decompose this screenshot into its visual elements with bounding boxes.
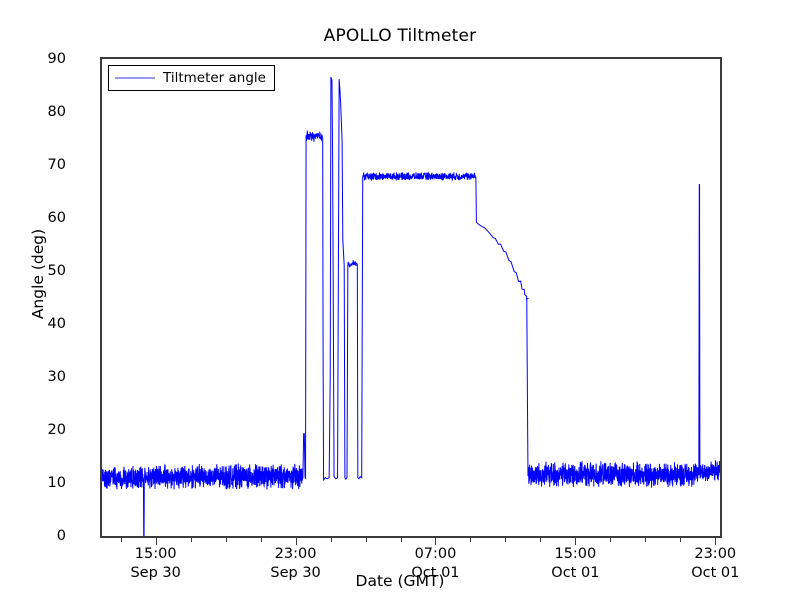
x-tick-time: 23:00 [274,546,317,562]
x-tick-date: Oct 01 [691,565,740,581]
x-minor-tick-mark [505,538,507,542]
x-tick-label: 15:00 Sep 30 [96,545,216,583]
x-tick-label: 15:00 Oct 01 [515,545,635,583]
x-minor-tick-mark [260,538,262,542]
x-minor-tick-mark [610,538,612,542]
x-tick-label: 23:00 Oct 01 [655,545,775,583]
x-minor-tick-mark [190,538,192,542]
plot-inner [102,59,720,536]
x-tick-mark [155,538,157,545]
x-minor-tick-mark [365,538,367,542]
x-tick-time: 15:00 [134,546,177,562]
x-tick-date: Sep 30 [270,565,321,581]
x-tick-mark [295,538,297,545]
x-minor-tick-mark [225,538,227,542]
x-tick-time: 07:00 [414,546,457,562]
x-axis-label: Date (GMT) [355,572,445,590]
x-minor-tick-mark [470,538,472,542]
x-minor-tick-mark [680,538,682,542]
x-tick-time: 15:00 [554,546,597,562]
y-tick-label: 0 [56,528,66,544]
legend-line-swatch [115,77,155,79]
y-tick-label: 80 [47,104,66,120]
y-tick-label: 20 [47,422,66,438]
x-tick-label: 07:00 Oct 01 [375,545,495,583]
chart-title: APOLLO Tiltmeter [323,26,477,46]
x-minor-tick-mark [540,538,542,542]
x-tick-date: Oct 01 [551,565,600,581]
x-minor-tick-mark [400,538,402,542]
x-tick-label: 23:00 Sep 30 [236,545,356,583]
y-tick-label: 60 [47,210,66,226]
y-tick-label: 40 [47,316,66,332]
x-tick-mark [575,538,577,545]
x-tick-mark [715,538,717,545]
x-tick-date: Sep 30 [130,565,181,581]
y-tick-label: 10 [47,475,66,491]
series-tiltmeter-angle [102,76,720,536]
x-minor-tick-mark [330,538,332,542]
y-tick-label: 50 [47,263,66,279]
y-tick-label: 90 [47,51,66,67]
legend-entry-label: Tiltmeter angle [163,70,266,86]
y-tick-label: 30 [47,369,66,385]
x-tick-date: Oct 01 [411,565,460,581]
x-tick-time: 23:00 [694,546,737,562]
x-minor-tick-mark [120,538,122,542]
plot-area [100,57,722,538]
y-tick-label: 70 [47,157,66,173]
legend: Tiltmeter angle [108,65,275,91]
x-minor-tick-mark [645,538,647,542]
x-tick-mark [435,538,437,545]
